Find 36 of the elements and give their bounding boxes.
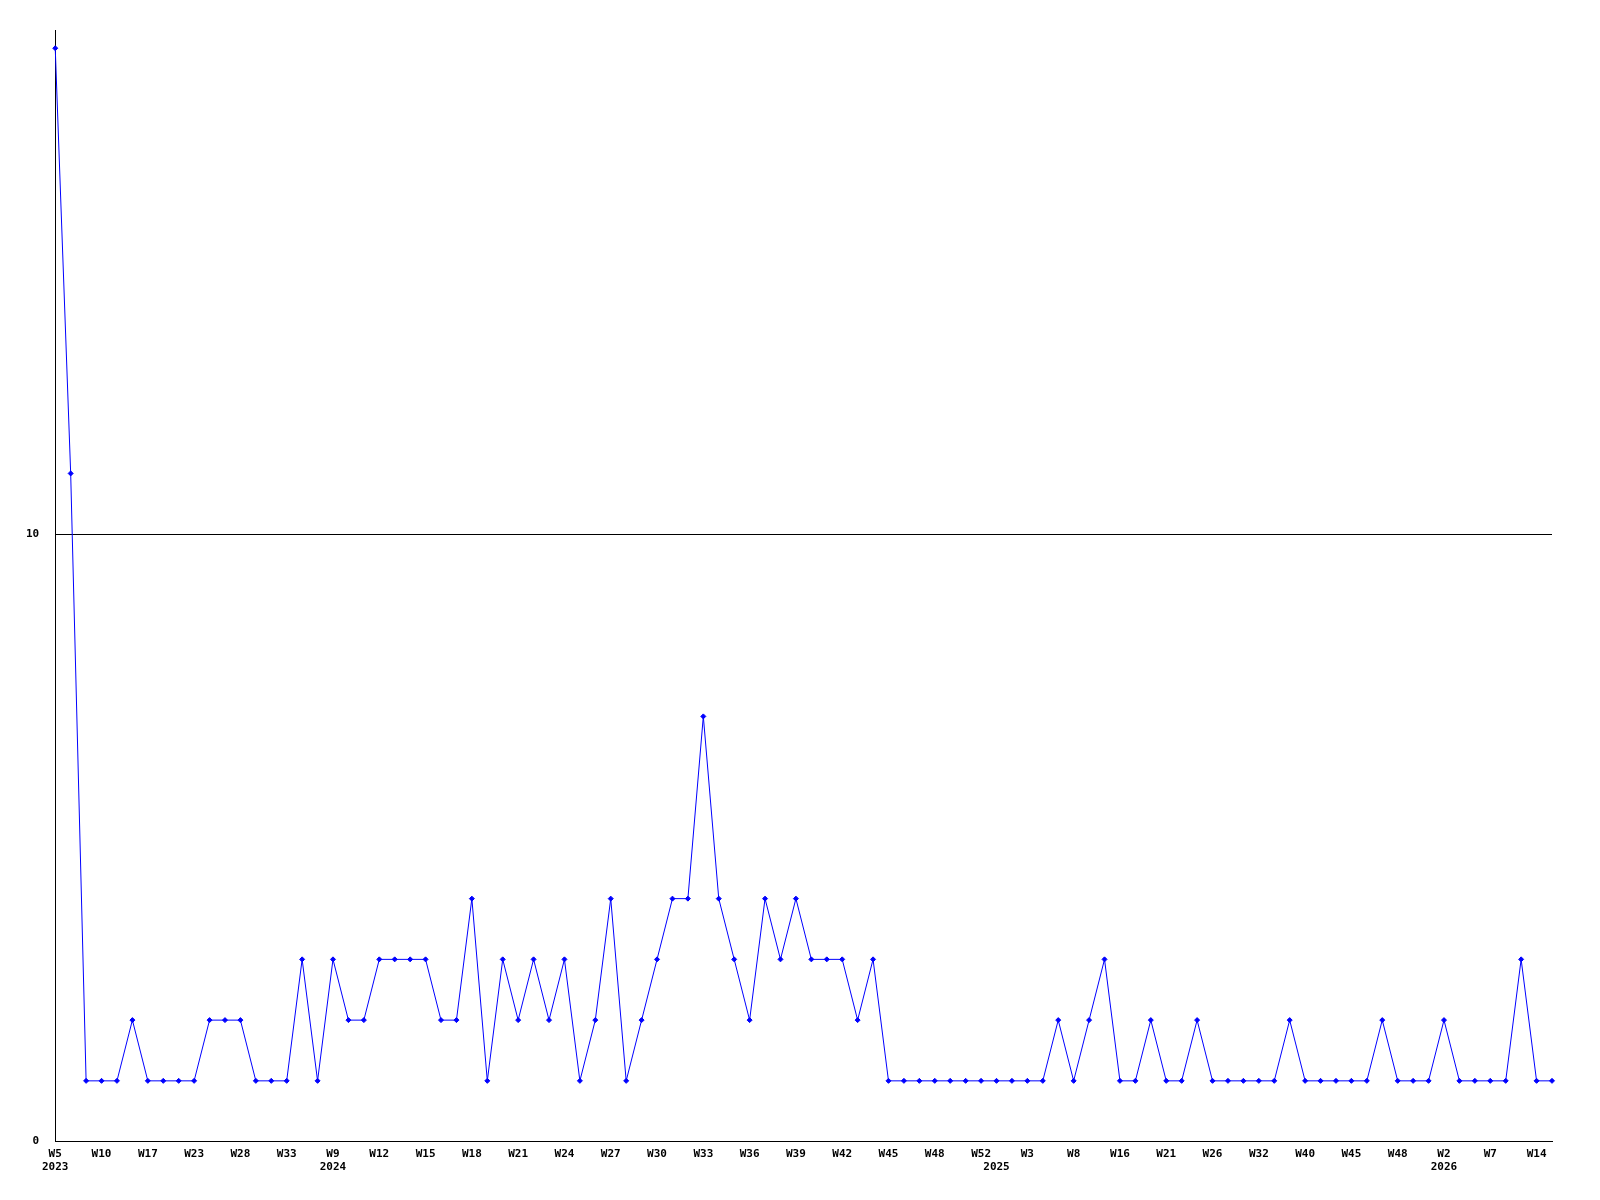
x-tick-label: W36	[739, 1147, 760, 1161]
x-tick-label: W52	[971, 1147, 992, 1161]
x-tick-label: W3	[1020, 1147, 1034, 1161]
x-tick-label: W15	[415, 1147, 436, 1161]
x-tick-label: W45	[878, 1147, 899, 1161]
x-tick-label: W16	[1110, 1147, 1131, 1161]
x-tick-label: W7	[1483, 1147, 1497, 1161]
x-tick-label: 2025	[983, 1160, 1010, 1174]
x-tick-label: W48	[1387, 1147, 1408, 1161]
x-tick-label: W17	[137, 1147, 158, 1161]
x-tick-label: W23	[184, 1147, 205, 1161]
x-tick-label: W10	[91, 1147, 112, 1161]
x-tick-label: W33	[693, 1147, 714, 1161]
x-tick-label: W2 2026	[1430, 1147, 1458, 1174]
x-tick-label: W18	[461, 1147, 482, 1161]
x-tick-label: W9 2024	[319, 1147, 347, 1174]
x-tick-label: W24	[554, 1147, 575, 1161]
x-tick-label: W27	[600, 1147, 621, 1161]
x-tick-label: W12	[369, 1147, 390, 1161]
x-tick-label: W40	[1295, 1147, 1316, 1161]
x-tick-label: W42	[832, 1147, 853, 1161]
x-tick-label: W32	[1248, 1147, 1269, 1161]
x-tick-label: W21	[1156, 1147, 1177, 1161]
x-tick-label: W45	[1341, 1147, 1362, 1161]
x-tick-label: W48	[924, 1147, 945, 1161]
x-tick-label: W39	[785, 1147, 806, 1161]
x-tick-label: W21	[508, 1147, 529, 1161]
x-tick-label: W14	[1526, 1147, 1547, 1161]
x-tick-label: W28	[230, 1147, 251, 1161]
y-tick-label: 0	[32, 1134, 40, 1148]
x-tick-label: W5 2023	[42, 1147, 69, 1174]
x-tick-label: W26	[1202, 1147, 1223, 1161]
x-tick-label: W8	[1067, 1147, 1081, 1161]
y-tick-label: 10	[26, 527, 40, 541]
x-tick-label: W33	[276, 1147, 297, 1161]
x-tick-label: W30	[647, 1147, 667, 1161]
